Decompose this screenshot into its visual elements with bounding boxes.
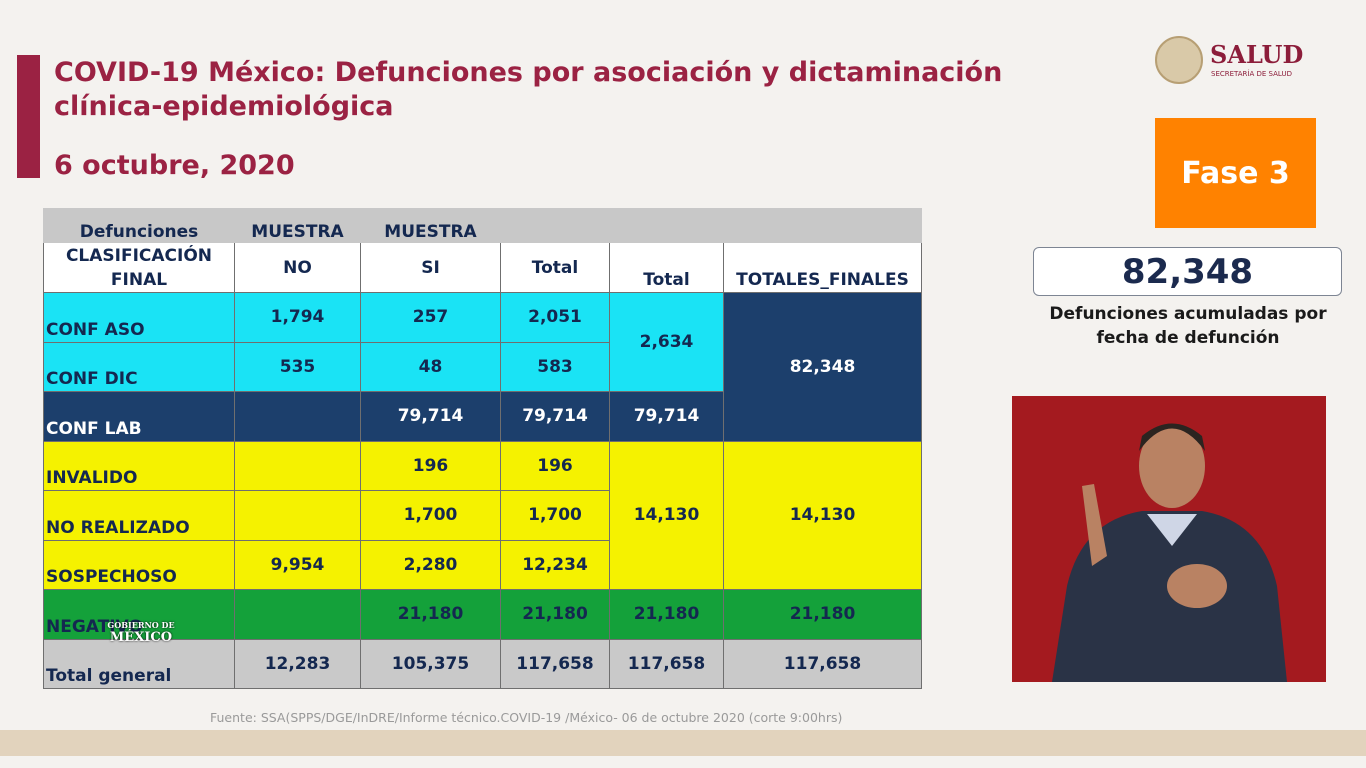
cell: 2,280 [360,539,501,590]
logo-name: SALUD [1210,40,1304,69]
header-cell: CLASIFICACIÓN FINAL [43,242,235,293]
cell: 583 [500,341,610,392]
watermark-line: GOBIERNO DE [107,620,175,630]
cell: 21,180 [500,589,610,640]
cell: 1,700 [500,490,610,541]
cell: 105,375 [360,638,501,689]
cell: 9,954 [234,539,361,590]
summary-value: 82,348 [1033,247,1342,296]
cell: 79,714 [500,391,610,442]
cell: 79,714 [360,391,501,442]
logo: SALUD SECRETARÍA DE SALUD [1155,36,1325,86]
cell: 21,180 [360,589,501,640]
row-label: CONF ASO [43,292,235,343]
cell: 14,130 [723,440,922,590]
cell: 21,180 [723,589,922,640]
header-cell: Total [609,242,724,293]
cell: 117,658 [609,638,724,689]
cell: 48 [360,341,501,392]
cell [234,391,361,442]
cell: 257 [360,292,501,343]
cell: 82,348 [723,292,922,442]
watermark-line: MÉXICO [109,630,173,645]
cell: 21,180 [609,589,724,640]
header-cell: MUESTRA [360,208,501,243]
data-table: Defunciones MUESTRA MUESTRA CLASIFICACIÓ… [43,208,922,689]
row-label: NO REALIZADO [43,490,235,541]
cell: 1,700 [360,490,501,541]
header-cell: TOTALES_FINALES [723,242,922,293]
cell: 117,658 [723,638,922,689]
row-label: SOSPECHOSO [43,539,235,590]
row-label: CONF DIC [43,341,235,392]
cell: 196 [360,440,501,491]
row-label: Total general [43,638,235,689]
watermark: GOBIERNO DE MÉXICO [105,590,177,645]
title: COVID-19 México: Defunciones por asociac… [54,57,1003,122]
header-cell: MUESTRA [234,208,361,243]
cell [234,490,361,541]
bottom-band [0,730,1366,756]
cell: 14,130 [609,440,724,590]
cell: 117,658 [500,638,610,689]
date: 6 octubre, 2020 [54,150,295,181]
cell: 535 [234,341,361,392]
cell: 79,714 [609,391,724,442]
cell: 12,283 [234,638,361,689]
header-cell: NO [234,242,361,293]
cell: 2,634 [609,292,724,392]
header-cell: Total [500,242,610,293]
accent-bar [17,55,40,178]
summary-label: Defunciones acumuladas por fecha de defu… [1049,304,1327,348]
cell [234,589,361,640]
interpreter-video [1012,396,1326,682]
cell: 12,234 [500,539,610,590]
cell: 2,051 [500,292,610,343]
header-cell: Defunciones [43,208,235,243]
seal [1155,36,1203,84]
row-label: INVALIDO [43,440,235,491]
phase-badge: Fase 3 [1155,118,1316,228]
row-label: NEGATIVO [43,589,235,640]
cell: 196 [500,440,610,491]
cell: 1,794 [234,292,361,343]
source-note: Fuente: SSA(SPPS/DGE/InDRE/Informe técni… [210,710,843,725]
logo-subtitle: SECRETARÍA DE SALUD [1211,70,1292,78]
row-label: CONF LAB [43,391,235,442]
cell [234,440,361,491]
header-cell: SI [360,242,501,293]
